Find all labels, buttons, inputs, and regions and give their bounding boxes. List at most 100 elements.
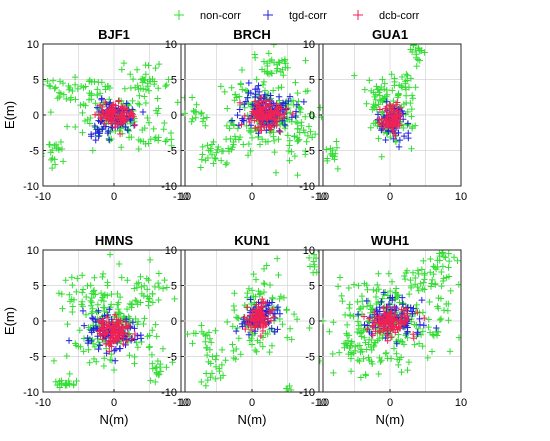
- point-non-corr: [83, 293, 90, 301]
- point-non-corr: [142, 61, 149, 69]
- point-non-corr: [392, 285, 400, 292]
- point-non-corr: [161, 119, 168, 127]
- point-non-corr: [73, 288, 80, 296]
- point-non-corr: [115, 309, 123, 316]
- point-dcb-corr: [268, 111, 275, 119]
- y-tick-label: -10: [299, 181, 315, 193]
- point-tgd-corr: [92, 129, 99, 137]
- point-non-corr: [284, 334, 291, 341]
- plot-points: [181, 44, 323, 179]
- point-non-corr: [203, 351, 211, 359]
- point-non-corr: [286, 157, 293, 164]
- legend-item-tgd-corr: tgd-corr: [263, 10, 327, 22]
- point-non-corr: [345, 284, 353, 292]
- point-tgd-corr: [89, 315, 97, 323]
- point-non-corr: [152, 321, 159, 328]
- point-dcb-corr: [91, 111, 99, 118]
- point-non-corr: [94, 91, 101, 99]
- point-non-corr: [116, 293, 124, 301]
- point-non-corr: [231, 97, 238, 104]
- point-non-corr: [351, 72, 358, 79]
- point-non-corr: [43, 84, 46, 86]
- x-tick-label: 0: [387, 191, 393, 203]
- point-non-corr: [275, 58, 282, 66]
- point-non-corr: [86, 76, 94, 84]
- point-non-corr: [415, 287, 422, 294]
- point-non-corr: [383, 86, 390, 94]
- point-non-corr: [224, 105, 231, 112]
- point-non-corr: [215, 143, 222, 151]
- point-non-corr: [297, 105, 305, 113]
- point-non-corr: [146, 256, 154, 264]
- point-non-corr: [121, 85, 129, 93]
- point-non-corr: [43, 155, 45, 157]
- point-non-corr: [140, 138, 147, 145]
- point-non-corr: [445, 273, 453, 280]
- point-non-corr: [77, 82, 85, 90]
- point-tgd-corr: [274, 303, 282, 311]
- y-tick-label: 0: [171, 110, 177, 122]
- point-non-corr: [308, 134, 316, 141]
- point-non-corr: [207, 339, 215, 346]
- point-non-corr: [79, 109, 86, 117]
- y-tick-label: -5: [305, 352, 315, 364]
- point-non-corr: [346, 344, 353, 352]
- point-non-corr: [136, 101, 143, 108]
- point-non-corr: [259, 343, 267, 350]
- point-non-corr: [254, 337, 261, 344]
- point-non-corr: [368, 87, 375, 95]
- point-non-corr: [51, 161, 59, 168]
- point-non-corr: [260, 279, 268, 287]
- point-dcb-corr: [118, 120, 126, 127]
- x-tick-label: 10: [455, 397, 467, 409]
- point-non-corr: [415, 45, 422, 52]
- point-non-corr: [230, 347, 237, 355]
- point-non-corr: [407, 282, 415, 290]
- point-non-corr: [212, 363, 220, 371]
- point-non-corr: [118, 143, 125, 151]
- point-tgd-corr: [92, 136, 99, 144]
- panel-title: KUN1: [234, 233, 269, 248]
- point-non-corr: [405, 358, 413, 366]
- point-non-corr: [50, 357, 58, 365]
- point-non-corr: [408, 145, 415, 152]
- x-tick-label: 0: [111, 191, 117, 203]
- point-non-corr: [363, 100, 370, 107]
- point-tgd-corr: [105, 136, 113, 144]
- point-non-corr: [144, 80, 151, 87]
- point-dcb-corr: [364, 326, 371, 333]
- point-non-corr: [303, 138, 310, 145]
- point-non-corr: [192, 108, 200, 116]
- point-non-corr: [97, 102, 105, 109]
- point-non-corr: [157, 368, 165, 375]
- point-dcb-corr: [123, 323, 130, 330]
- point-non-corr: [145, 302, 152, 309]
- point-non-corr: [245, 285, 253, 292]
- point-non-corr: [264, 62, 271, 70]
- point-dcb-corr: [103, 314, 111, 321]
- point-non-corr: [64, 320, 71, 328]
- point-non-corr: [455, 334, 461, 341]
- point-non-corr: [253, 76, 260, 83]
- y-tick-label: 5: [309, 281, 315, 293]
- point-non-corr: [361, 86, 369, 93]
- plot-points: [50, 251, 178, 391]
- x-tick-label: 0: [249, 191, 255, 203]
- point-non-corr: [108, 290, 115, 298]
- point-non-corr: [391, 82, 398, 89]
- point-non-corr: [131, 360, 138, 367]
- point-non-corr: [365, 341, 372, 348]
- grid-lines: [43, 250, 185, 392]
- point-non-corr: [329, 350, 336, 358]
- y-axis-label: E(m): [2, 101, 17, 129]
- point-non-corr: [270, 304, 278, 311]
- point-dcb-corr: [391, 304, 398, 312]
- y-tick-label: 0: [171, 316, 177, 328]
- point-non-corr: [317, 104, 323, 111]
- point-non-corr: [374, 281, 381, 289]
- point-non-corr: [154, 95, 161, 102]
- point-dcb-corr: [390, 119, 398, 127]
- point-tgd-corr: [65, 337, 73, 344]
- y-tick-label: 10: [165, 39, 177, 51]
